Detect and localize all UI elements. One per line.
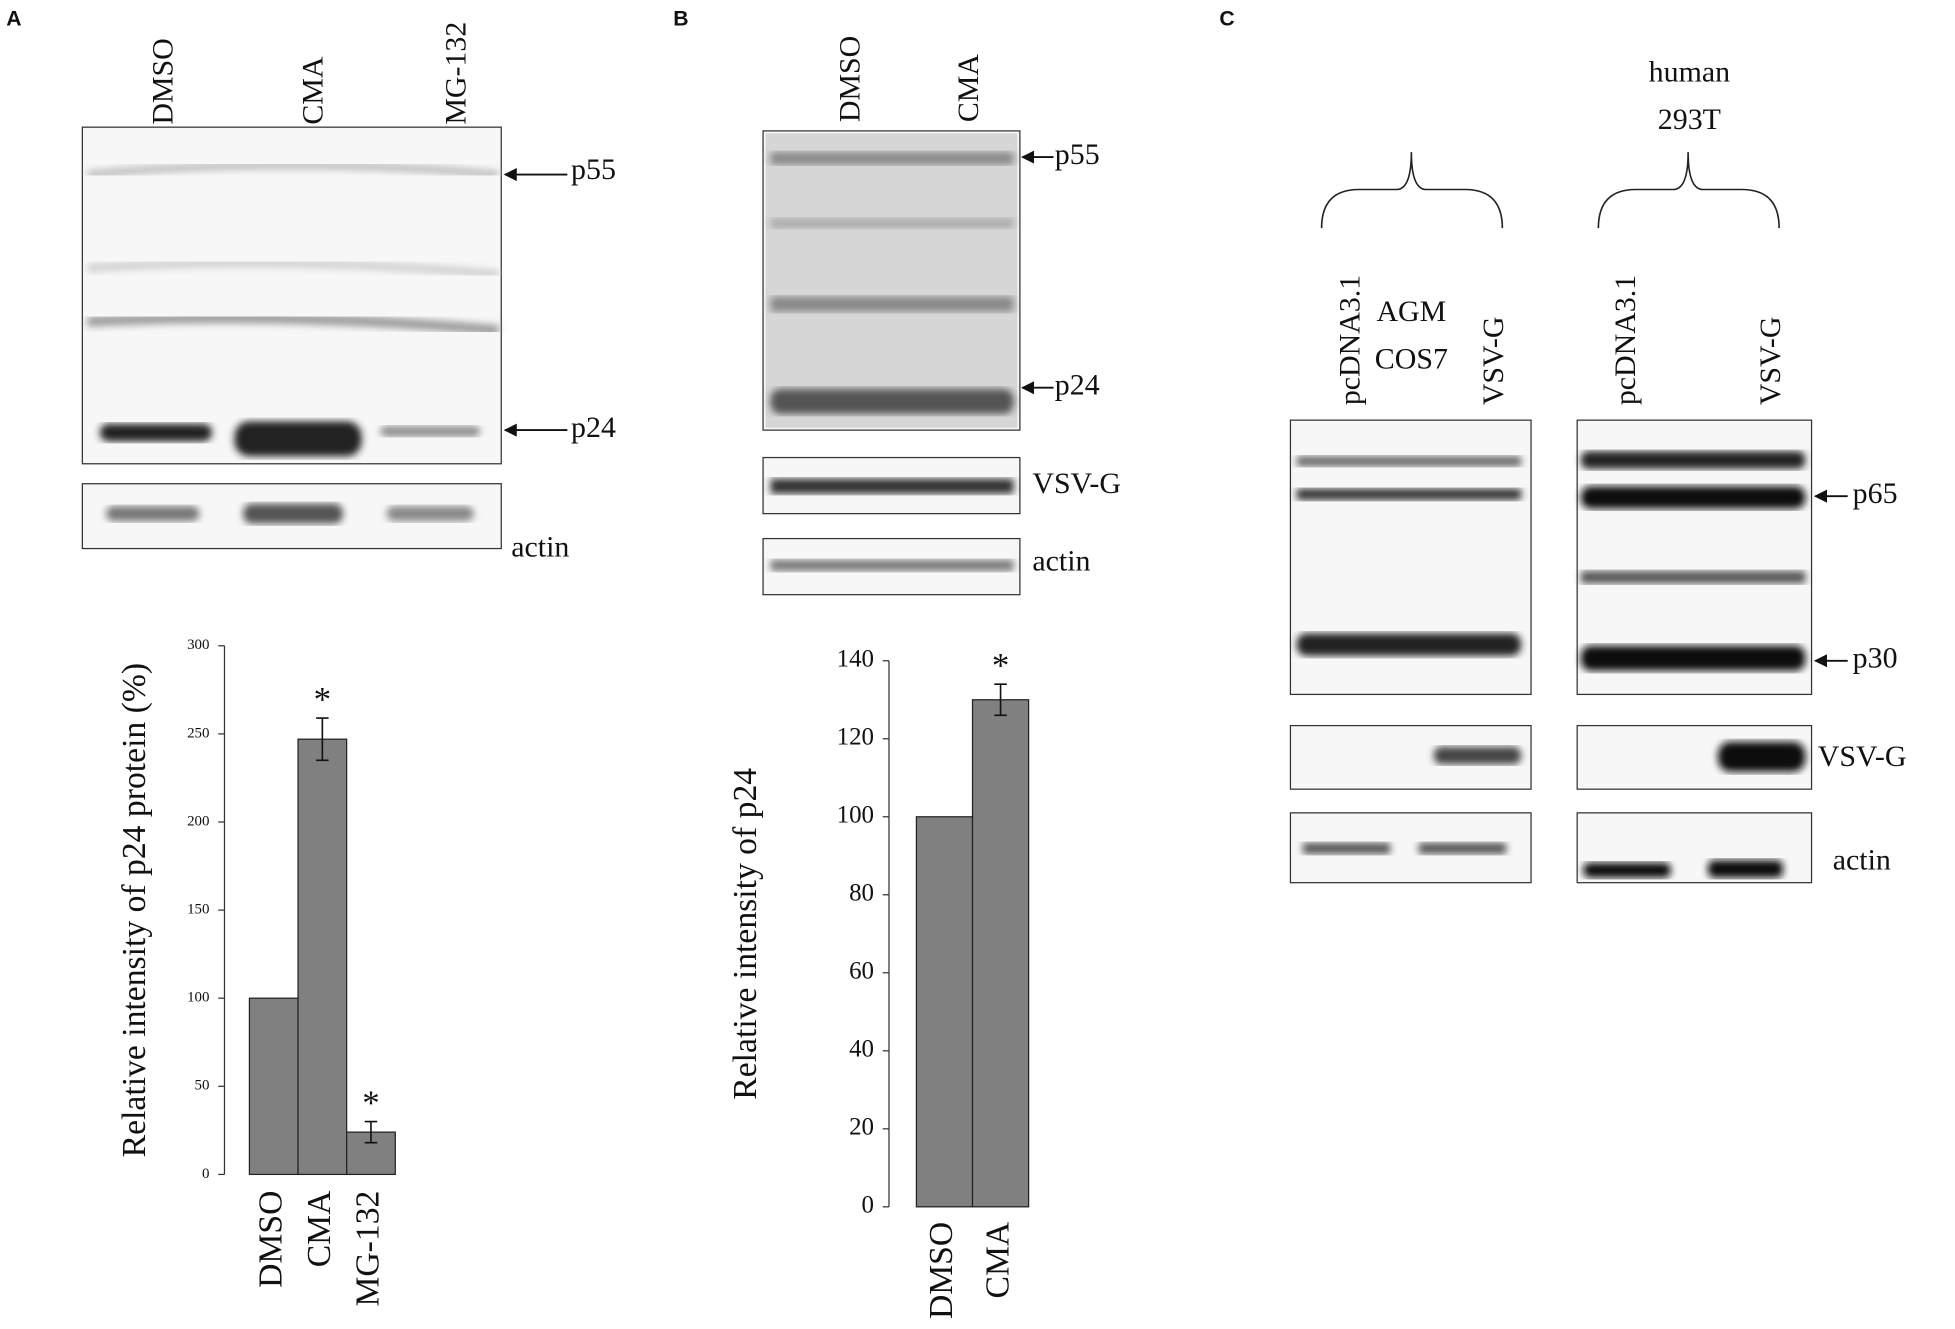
y-tick-label: 0 <box>202 1166 209 1182</box>
panel-label: A <box>6 8 21 31</box>
row-label: actin <box>511 531 569 564</box>
lane-label: VSV-G <box>1477 317 1510 406</box>
y-tick-label: 300 <box>187 637 209 653</box>
y-tick-label: 140 <box>837 645 874 672</box>
y-tick-label: 250 <box>187 725 209 741</box>
y-tick-label: 120 <box>837 723 874 750</box>
band-label: p24 <box>571 411 616 444</box>
lane-label: MG-132 <box>440 22 473 125</box>
y-tick-label: 40 <box>849 1036 874 1063</box>
x-tick-label: DMSO <box>923 1222 960 1319</box>
significance-marker: * <box>314 680 331 719</box>
row-label: actin <box>1833 844 1891 877</box>
significance-marker: * <box>992 646 1009 685</box>
bar <box>248 997 299 1176</box>
y-tick-label: 150 <box>187 902 209 918</box>
y-axis-label: Relative intensity of p24 protein (%) <box>116 663 153 1157</box>
y-tick-label: 200 <box>187 813 209 829</box>
y-tick-label: 100 <box>187 990 209 1006</box>
x-tick-label: CMA <box>301 1190 338 1267</box>
y-tick-label: 0 <box>862 1192 874 1219</box>
group-label: COS7 <box>1375 342 1448 375</box>
significance-marker: * <box>362 1084 379 1123</box>
error-bar <box>364 1120 378 1144</box>
y-tick-label: 50 <box>195 1078 210 1094</box>
y-axis-label: Relative intensity of p24 <box>727 768 764 1100</box>
panel-label: C <box>1219 8 1234 31</box>
lane-label: pcDNA3.1 <box>1334 275 1367 405</box>
group-label: 293T <box>1658 103 1721 136</box>
band-label: p65 <box>1853 477 1898 510</box>
lane-label: pcDNA3.1 <box>1609 275 1642 405</box>
bar <box>297 738 348 1176</box>
y-tick-label: 80 <box>849 880 874 907</box>
error-bar <box>316 717 329 762</box>
lane-label: CMA <box>952 54 985 123</box>
lane-label: CMA <box>296 56 329 125</box>
blot-image <box>81 126 502 465</box>
band-label: p55 <box>1055 138 1100 171</box>
blot-a: DMSO CMA MG-132 p55 p24 actin <box>81 22 616 564</box>
blot-b: DMSO CMA p55 p24 VSV-G actin <box>762 36 1121 596</box>
band-label: p30 <box>1853 642 1898 675</box>
x-tick-label: MG-132 <box>350 1191 387 1307</box>
bar <box>915 816 974 1208</box>
row-label: VSV-G <box>1818 740 1907 773</box>
band-label: p24 <box>1055 369 1100 402</box>
error-bar <box>994 683 1007 717</box>
x-tick-label: DMSO <box>252 1191 289 1288</box>
row-label: actin <box>1032 544 1090 577</box>
x-tick-label: CMA <box>979 1221 1016 1298</box>
group-label: human <box>1649 56 1730 89</box>
y-tick-label: 60 <box>849 958 874 985</box>
panel-label: B <box>673 8 688 31</box>
lane-label: DMSO <box>147 38 180 124</box>
lane-label: DMSO <box>834 36 867 122</box>
group-label: AGM <box>1376 295 1446 328</box>
band-label: p55 <box>571 153 616 186</box>
y-tick-label: 100 <box>837 801 874 828</box>
blot-c: AGM COS7 human 293T pcDNA3.1 VSV-G pcDNA… <box>1289 56 1907 884</box>
lane-label: VSV-G <box>1754 317 1787 406</box>
y-tick-label: 20 <box>849 1114 874 1141</box>
bar <box>971 699 1030 1208</box>
row-label: VSV-G <box>1032 467 1121 500</box>
